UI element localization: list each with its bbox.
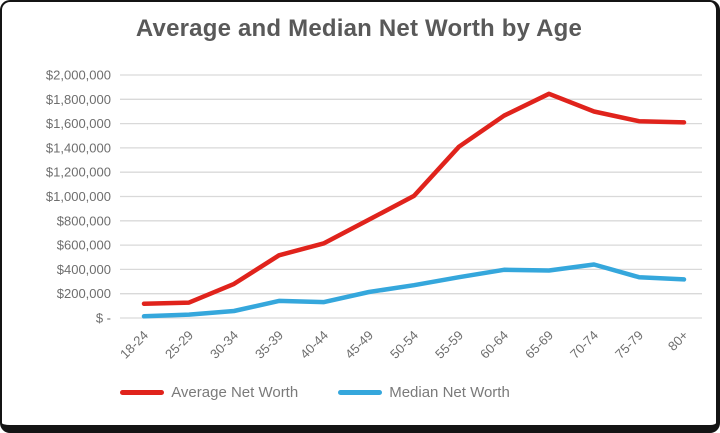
legend-item-median: Median Net Worth bbox=[338, 384, 510, 401]
y-tick-label: $1,600,000 bbox=[46, 116, 111, 131]
y-tick-label: $1,200,000 bbox=[46, 165, 111, 180]
y-tick-label: $1,000,000 bbox=[46, 189, 111, 204]
x-axis-label: 70-74 bbox=[567, 328, 601, 362]
legend-label-average: Average Net Worth bbox=[171, 384, 299, 401]
y-tick-label: $200,000 bbox=[57, 286, 111, 301]
legend-item-average: Average Net Worth bbox=[120, 384, 298, 401]
x-axis-label: 40-44 bbox=[297, 328, 331, 362]
x-axis-label: 50-54 bbox=[387, 328, 421, 362]
series-line-average-net-worth bbox=[141, 91, 687, 306]
y-tick-label: $1,800,000 bbox=[46, 92, 111, 107]
x-axis-label: 75-79 bbox=[612, 328, 646, 362]
y-tick-label: $800,000 bbox=[57, 213, 111, 228]
x-axis-label: 65-69 bbox=[522, 328, 556, 362]
median-line-swatch-icon bbox=[338, 390, 383, 395]
y-tick-label: $400,000 bbox=[57, 262, 111, 277]
x-axis-label: 45-49 bbox=[342, 328, 376, 362]
legend-label-median: Median Net Worth bbox=[389, 384, 510, 401]
x-axis-label: 35-39 bbox=[252, 328, 286, 362]
average-line-swatch-icon bbox=[120, 390, 165, 395]
x-axis-label: 25-29 bbox=[162, 328, 196, 362]
x-axis-label: 18-24 bbox=[117, 328, 151, 362]
y-tick-label: $600,000 bbox=[57, 238, 111, 253]
chart-title: Average and Median Net Worth by Age bbox=[135, 15, 583, 42]
chart-legend: Average Net Worth Median Net Worth bbox=[2, 384, 716, 401]
x-axis-label: 30-34 bbox=[207, 328, 241, 362]
y-tick-label: $2,000,000 bbox=[46, 68, 111, 83]
series-line-median-net-worth bbox=[141, 262, 687, 319]
y-tick-label: $ - bbox=[96, 311, 111, 326]
y-tick-label: $1,400,000 bbox=[46, 140, 111, 155]
x-axis-label: 80+ bbox=[665, 328, 691, 354]
x-axis-label: 55-59 bbox=[432, 328, 466, 362]
x-axis-label: 60-64 bbox=[477, 328, 511, 362]
